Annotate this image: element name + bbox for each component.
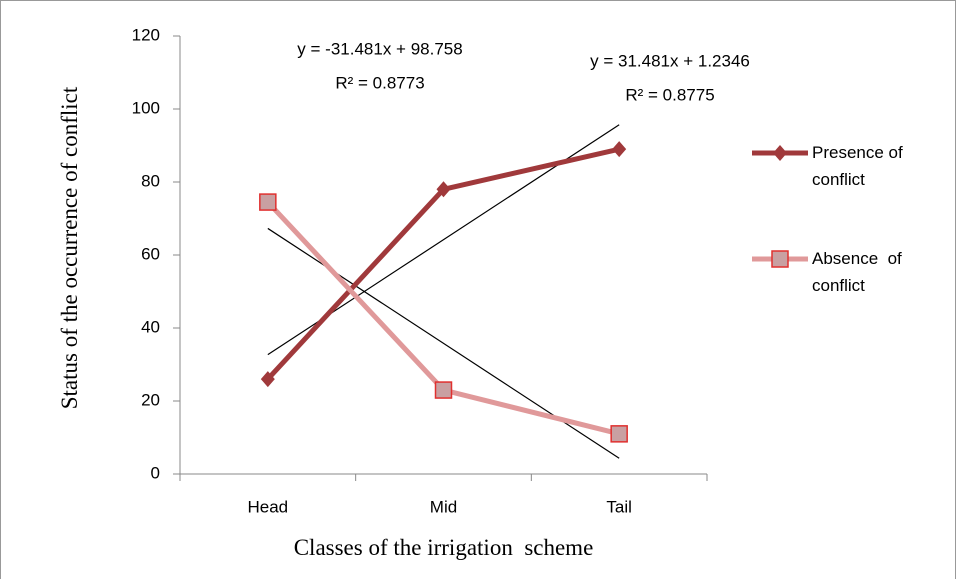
x-tick-label: Head: [248, 497, 289, 516]
y-tick-label: 120: [132, 25, 160, 44]
y-tick-label: 100: [132, 98, 160, 117]
marker: [610, 425, 628, 443]
marker: [771, 250, 789, 268]
y-tick-label: 0: [151, 463, 160, 482]
legend-label: Presence of conflict: [812, 143, 908, 189]
y-tick-label: 80: [141, 171, 160, 190]
x-tick-label: Tail: [606, 497, 632, 516]
trend-r2: R² = 0.8775: [625, 85, 714, 104]
marker: [612, 141, 627, 158]
y-tick-label: 20: [141, 390, 160, 409]
x-axis-title: Classes of the irrigation scheme: [293, 535, 594, 560]
trend-equation: y = 31.481x + 1.2346: [590, 51, 750, 70]
legend-label: Absence of conflict: [812, 249, 907, 295]
marker: [773, 145, 787, 161]
series-line: [266, 200, 620, 437]
marker: [436, 181, 451, 198]
trendline: [267, 227, 620, 459]
trend-r2: R² = 0.8773: [335, 73, 424, 92]
y-tick-label: 40: [141, 317, 160, 336]
y-axis-title: Status of the occurrence of conflict: [57, 86, 82, 410]
y-tick-label: 60: [141, 244, 160, 263]
x-tick-label: Mid: [430, 497, 457, 516]
marker: [260, 371, 275, 388]
trend-equation: y = -31.481x + 98.758: [297, 39, 462, 58]
marker: [434, 381, 453, 399]
marker: [259, 193, 277, 211]
